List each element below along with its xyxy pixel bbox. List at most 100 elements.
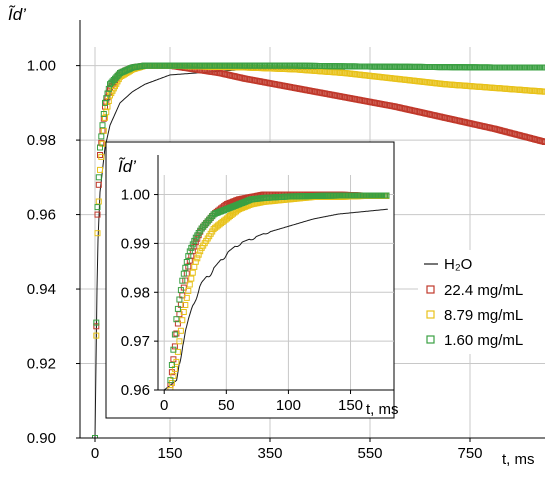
data-point [100, 127, 107, 134]
series-h-o [163, 208, 388, 390]
data-point [192, 258, 199, 265]
series-1-60-mg-ml [167, 192, 390, 384]
data-point [92, 435, 98, 438]
data-point [182, 264, 189, 271]
data-point [186, 281, 193, 288]
data-point [176, 296, 183, 303]
series-1-60-mg-ml [92, 62, 545, 438]
legend-item-1-60: 1.60 mg/mL [426, 332, 523, 349]
inset-y-tick-labels: 0.96 0.97 0.98 0.99 1.00 [121, 187, 150, 399]
data-point [93, 332, 100, 339]
legend-label-8-79: 8.79 mg/mL [444, 307, 523, 324]
series-line-h2o [163, 208, 388, 390]
data-point [188, 244, 195, 251]
legend-square-marker [426, 335, 435, 344]
data-point [542, 88, 545, 95]
data-point [542, 139, 545, 145]
y-tick-label: 0.99 [121, 235, 150, 252]
data-point [180, 270, 187, 277]
data-point [97, 152, 103, 158]
inset-series-group [163, 191, 390, 390]
data-point [197, 248, 204, 255]
data-point [189, 269, 196, 276]
data-point [95, 181, 102, 188]
y-tick-label: 0.92 [27, 356, 56, 373]
inset-y-axis-label: Ĩd’ [118, 157, 136, 176]
data-point [100, 111, 107, 117]
data-point [94, 211, 101, 218]
data-point [173, 316, 180, 323]
x-tick-label: 750 [457, 445, 482, 462]
inset-x-axis-label: t, ms [366, 401, 399, 418]
legend-background [418, 250, 550, 354]
y-tick-label: 0.90 [27, 430, 56, 447]
data-point [97, 144, 103, 151]
x-tick-label: 150 [157, 445, 182, 462]
data-point [195, 251, 202, 258]
data-point [94, 204, 101, 211]
x-tick-label: 150 [338, 397, 363, 414]
legend-item-22-4: 22.4 mg/mL [426, 282, 523, 299]
data-point [170, 346, 177, 353]
inset-x-tick-labels: 0 50 100 150 [160, 397, 363, 414]
data-point [93, 319, 100, 326]
data-point [183, 294, 190, 301]
main-y-tick-labels: 0.90 0.92 0.94 0.96 0.98 1.00 [27, 58, 56, 447]
main-x-tick-labels: 0 150 350 550 750 [91, 445, 483, 462]
data-point [95, 198, 102, 205]
data-point [182, 302, 189, 308]
data-point [167, 377, 174, 384]
data-point [194, 255, 201, 262]
legend-item-h2o: H₂O [424, 256, 472, 273]
data-point [179, 277, 186, 284]
y-tick-label: 1.00 [121, 187, 150, 204]
y-tick-label: 0.98 [27, 132, 56, 149]
data-point [171, 331, 178, 338]
data-point [174, 320, 181, 327]
main-y-axis-label: Ĩd’ [8, 5, 26, 24]
x-tick-label: 100 [276, 397, 301, 414]
data-point [180, 309, 187, 315]
main-x-axis-label: t, ms [502, 451, 535, 468]
data-point [188, 275, 195, 282]
legend-square-marker [426, 285, 435, 294]
y-tick-label: 1.00 [27, 58, 56, 75]
y-tick-label: 0.94 [27, 281, 56, 298]
legend-square-marker [426, 310, 435, 319]
main-series-group [92, 62, 545, 438]
x-tick-label: 0 [91, 445, 99, 462]
legend-label-22-4: 22.4 mg/mL [444, 282, 523, 299]
x-tick-label: 350 [257, 445, 282, 462]
data-point [97, 166, 103, 173]
data-point [99, 122, 106, 129]
data-point [98, 133, 105, 140]
data-point [93, 323, 100, 330]
data-point [183, 259, 190, 265]
y-tick-label: 0.96 [121, 382, 150, 399]
y-tick-label: 0.97 [121, 333, 150, 350]
data-point [179, 317, 186, 324]
data-point [383, 192, 390, 199]
data-point [542, 64, 545, 71]
x-tick-label: 550 [357, 445, 382, 462]
data-point [102, 114, 108, 121]
x-tick-label: 0 [160, 397, 168, 414]
data-point [167, 387, 174, 390]
data-point [174, 305, 181, 312]
y-tick-label: 0.98 [121, 284, 150, 301]
data-point [176, 338, 183, 345]
data-point [168, 362, 175, 368]
data-point [177, 327, 184, 334]
data-point [95, 174, 102, 181]
legend-label-h2o: H₂O [444, 256, 472, 273]
x-tick-label: 50 [218, 397, 235, 414]
data-point [177, 287, 184, 294]
legend: H₂O 22.4 mg/mL 8.79 mg/mL 1.60 mg/mL [418, 250, 550, 354]
data-point [98, 153, 105, 160]
inset-axes [154, 155, 394, 394]
main-axes [76, 20, 545, 442]
legend-item-8-79: 8.79 mg/mL [426, 307, 523, 324]
data-point [186, 248, 193, 255]
